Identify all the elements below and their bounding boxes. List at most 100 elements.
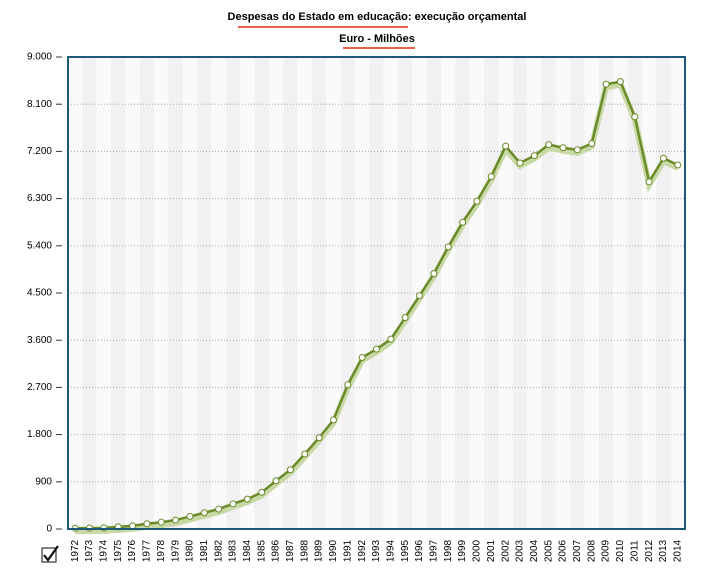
x-tick-label: 2006 [558,539,569,562]
point [301,450,309,458]
band-stripe [68,57,83,529]
y-tick-label: 1.800 [27,429,52,440]
point [616,78,624,86]
point [344,381,352,389]
point [416,292,424,300]
point [229,500,237,508]
band-stripe [111,57,126,529]
x-tick-label: 1982 [213,539,224,562]
point [530,152,538,160]
x-tick-label: 1992 [357,539,368,562]
y-tick-label: 8.100 [27,99,52,110]
x-tick-label: 1993 [371,539,382,562]
band-stripe [297,57,312,529]
x-tick-label: 2013 [658,539,669,562]
band-stripe [240,57,255,529]
band-stripe [426,57,442,529]
x-tick-label: 1989 [314,539,325,562]
band-stripe [311,57,327,529]
plot-frame [67,56,686,530]
x-tick-label: 1999 [457,539,468,562]
x-tick-label: 2004 [529,539,540,562]
x-tick-label: 2012 [644,539,655,562]
point [444,243,452,251]
x-tick-label: 1986 [271,539,282,562]
y-tick-label: 5.400 [27,240,52,251]
x-tick-label: 1990 [328,539,339,562]
x-tick-label: 1984 [242,539,253,562]
x-tick-label: 1996 [414,539,425,562]
x-tick-label: 1991 [342,539,353,562]
point [645,178,653,186]
y-tick-label: 9.000 [27,52,52,63]
y-tick-label: 4.500 [27,288,52,299]
x-tick-label: 1973 [84,539,95,562]
x-tick-label: 1976 [127,539,138,562]
band-stripe [383,57,399,529]
band-stripe [96,57,112,529]
point [329,416,337,424]
band-stripe [398,57,413,529]
x-tick-label: 1980 [185,539,196,562]
point [200,509,208,517]
point [545,141,553,149]
x-tick-label: 2010 [615,539,626,562]
point [588,140,596,148]
point [674,161,682,169]
band-stripe [527,57,542,529]
point [186,512,194,520]
point [243,495,251,503]
x-tick-label: 1977 [142,539,153,562]
point [286,466,294,474]
x-tick-label: 2014 [672,539,683,562]
x-tick-label: 1988 [299,539,310,562]
y-tick-label: 2.700 [27,382,52,393]
y-tick-label: 6.300 [27,193,52,204]
point [143,520,151,528]
point [659,154,667,162]
x-tick-label: 2002 [500,539,511,562]
x-tick-label: 2009 [601,539,612,562]
point [387,335,395,343]
band-stripe [656,57,671,529]
band-stripe [455,57,470,529]
band-stripe [512,57,528,529]
point [315,434,323,442]
chart-subtitle: Euro - Milhões [339,33,415,45]
band-stripe [498,57,513,529]
point [258,488,266,496]
point [487,173,495,181]
x-tick-label: 2000 [472,539,483,562]
band-stripe [254,57,269,529]
x-tick-label: 1975 [113,539,124,562]
x-tick-label: 1974 [99,539,110,562]
y-tick-label: 3.600 [27,335,52,346]
checkbox-icon[interactable] [41,545,59,563]
x-tick-label: 2003 [515,539,526,562]
point [272,477,280,485]
x-tick-label: 2005 [543,539,554,562]
point [459,218,467,226]
band-stripe [182,57,198,529]
point [573,146,581,154]
x-tick-label: 2011 [629,540,640,562]
point [430,270,438,278]
x-tick-label: 1997 [429,539,440,562]
band-stripe [197,57,212,529]
point [631,113,639,121]
point [129,522,137,530]
x-tick-label: 1994 [385,539,396,562]
x-tick-label: 1983 [228,539,239,562]
band-stripe [441,57,456,529]
x-tick-label: 2001 [486,539,497,562]
band-stripe [268,57,284,529]
x-tick-label: 1979 [170,539,181,562]
point [602,80,610,88]
x-tick-label: 1995 [400,539,411,562]
band-stripe [598,57,614,529]
band-stripe [168,57,183,529]
point [516,159,524,167]
band-stripe [584,57,599,529]
point [373,345,380,353]
